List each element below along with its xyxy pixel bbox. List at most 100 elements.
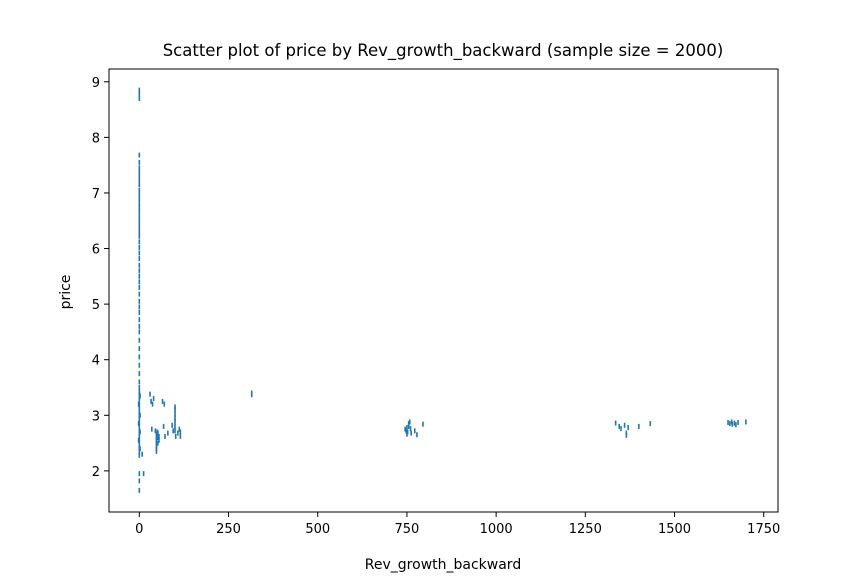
data-point [155, 435, 158, 441]
data-point [406, 431, 408, 437]
data-point [138, 262, 141, 268]
data-point [138, 323, 141, 329]
data-point [407, 421, 410, 427]
x-axis-title: Rev_growth_backward [365, 557, 521, 573]
data-point [138, 407, 141, 413]
data-point [138, 152, 141, 158]
data-point [138, 273, 141, 279]
x-axis: 0 250 500 750 1000 1250 1500 1750 [135, 512, 780, 537]
data-point [139, 412, 141, 418]
data-point [729, 421, 731, 427]
data-point [138, 87, 141, 93]
data-point [407, 423, 410, 429]
y-tick-label: 8 [92, 131, 100, 146]
data-point [138, 478, 141, 484]
data-point [138, 415, 141, 421]
data-point [138, 95, 141, 101]
data-point [139, 393, 141, 399]
data-point [138, 379, 141, 385]
data-point [138, 398, 141, 404]
x-tick-label: 750 [395, 522, 420, 537]
data-point [138, 346, 141, 352]
data-point [138, 244, 141, 250]
data-point [177, 430, 179, 436]
data-point [154, 428, 157, 434]
data-point [163, 401, 166, 407]
data-point [137, 421, 140, 427]
data-point [151, 401, 154, 407]
data-point [405, 428, 408, 434]
data-point [138, 304, 141, 310]
chart-title: Scatter plot of price by Rev_growth_back… [163, 41, 724, 61]
data-point [174, 415, 176, 421]
data-point [152, 396, 155, 402]
data-point [138, 212, 141, 218]
data-point [138, 239, 141, 245]
data-point [137, 437, 140, 443]
data-point [174, 411, 176, 417]
data-point [149, 391, 151, 397]
y-axis-title: price [58, 275, 74, 310]
data-point [138, 217, 141, 223]
data-point [138, 224, 141, 230]
data-point [409, 426, 412, 432]
data-point [138, 423, 141, 429]
data-point [138, 284, 141, 290]
data-point [150, 398, 152, 404]
data-point [138, 196, 141, 202]
data-point [138, 191, 141, 197]
data-point [416, 432, 418, 438]
data-point [138, 268, 141, 274]
data-point [138, 329, 141, 335]
data-point [161, 398, 164, 404]
data-point [649, 421, 652, 427]
x-tick-label: 1250 [569, 522, 602, 537]
data-point [413, 428, 416, 434]
data-point [174, 428, 176, 434]
data-point [410, 430, 413, 436]
data-point [138, 91, 141, 97]
data-point [138, 452, 141, 458]
data-point [138, 448, 141, 454]
data-point [408, 419, 411, 425]
data-point [138, 182, 141, 188]
data-point [138, 229, 141, 235]
data-point [138, 233, 141, 239]
data-point [151, 426, 153, 432]
data-point [727, 420, 729, 426]
data-point [157, 435, 159, 441]
data-point [138, 371, 141, 377]
data-point [139, 446, 141, 452]
data-point [638, 423, 640, 429]
data-point [138, 208, 141, 214]
data-point [138, 440, 141, 446]
data-point [155, 448, 158, 454]
data-point [158, 437, 160, 443]
data-point [138, 204, 141, 210]
data-point [138, 471, 141, 477]
data-point [157, 430, 159, 436]
y-tick-label: 2 [92, 465, 100, 480]
x-tick-label: 250 [216, 522, 241, 537]
y-tick-label: 7 [92, 187, 100, 202]
data-point [174, 407, 176, 413]
data-point [138, 317, 141, 323]
data-point [172, 428, 175, 434]
data-point [155, 437, 158, 443]
data-point [614, 420, 617, 426]
data-point [138, 256, 141, 262]
data-point [138, 298, 141, 304]
data-point [174, 423, 176, 429]
data-point [141, 451, 143, 457]
data-point [138, 362, 141, 368]
y-axis: 2 3 4 5 6 7 8 9 [92, 76, 109, 480]
data-point [157, 440, 159, 446]
data-point [155, 440, 158, 446]
y-tick-label: 6 [92, 243, 100, 258]
points-layer [137, 87, 747, 493]
data-point [406, 425, 408, 431]
data-point [164, 433, 166, 439]
y-tick-label: 3 [92, 409, 100, 424]
data-point [733, 420, 736, 426]
data-point [737, 420, 739, 426]
